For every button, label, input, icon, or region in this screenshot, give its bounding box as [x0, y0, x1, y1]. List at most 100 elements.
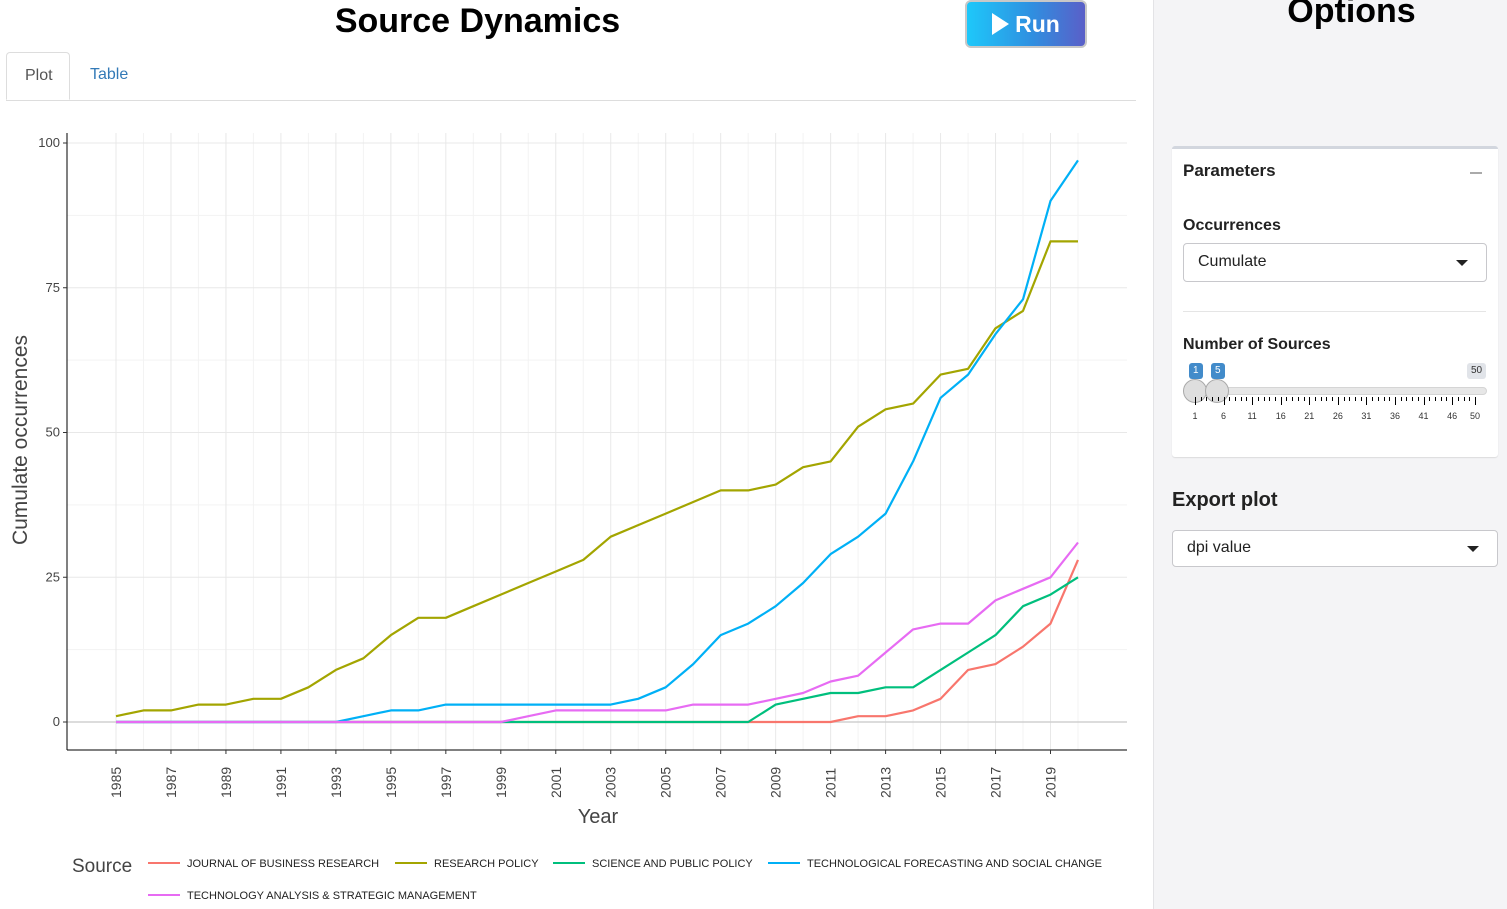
slider-tick [1223, 397, 1225, 405]
x-tick-label: 2005 [658, 767, 674, 798]
legend-label: TECHNOLOGY ANALYSIS & STRATEGIC MANAGEME… [187, 890, 477, 902]
slider-tick [1212, 397, 1214, 401]
legend-label: SCIENCE AND PUBLIC POLICY [592, 858, 753, 870]
slider-tick [1229, 397, 1231, 401]
y-tick-label: 100 [38, 135, 60, 150]
x-tick-label: 1985 [108, 767, 124, 798]
slider-tick [1315, 397, 1316, 401]
occurrences-select[interactable]: Cumulate [1183, 243, 1487, 282]
slider-ticks [1183, 397, 1487, 407]
x-tick-label: 2011 [823, 768, 839, 798]
slider-tick [1240, 397, 1242, 401]
slider-tick [1263, 397, 1265, 401]
run-button[interactable]: Run [965, 0, 1087, 48]
slider-tick [1309, 397, 1311, 405]
slider-tick-label: 41 [1418, 411, 1429, 421]
tab-bar: Plot Table [6, 52, 1136, 101]
slider-from-label: 5 [1211, 363, 1225, 379]
slider-min-label: 1 [1189, 363, 1203, 379]
y-tick-label: 25 [46, 569, 60, 584]
x-tick-label: 2007 [713, 767, 729, 798]
slider-tick-label: 1 [1192, 411, 1198, 421]
chevron-down-icon [1456, 260, 1468, 266]
legend-item: JOURNAL OF BUSINESS RESEARCH [148, 858, 379, 870]
series-line [116, 159, 1079, 724]
x-tick-label: 2019 [1043, 767, 1059, 798]
slider-tick [1377, 397, 1379, 401]
slider-tick [1206, 397, 1208, 401]
collapse-icon[interactable] [1470, 172, 1482, 174]
export-plot-title: Export plot [1172, 489, 1278, 511]
slider-tick [1360, 397, 1362, 401]
y-tick-label: 0 [53, 714, 60, 729]
options-sidebar: Options Parameters Occurrences Cumulate … [1153, 0, 1507, 909]
slider-tick [1389, 397, 1391, 401]
x-tick-label: 1991 [273, 767, 289, 798]
slider-handle-high[interactable] [1205, 379, 1229, 403]
sidebar-title: Options [1287, 0, 1416, 30]
slider-tick-label: 11 [1247, 411, 1257, 421]
slider-tick [1457, 397, 1459, 401]
play-icon [992, 13, 1010, 35]
tab-plot[interactable]: Plot [6, 52, 70, 100]
slider-tick [1417, 397, 1419, 401]
run-button-label: Run [1015, 10, 1060, 37]
legend-title: Source [72, 856, 132, 877]
slider-tick-label: 6 [1221, 411, 1227, 421]
slider-tick [1469, 397, 1471, 401]
occurrences-label: Occurrences [1183, 217, 1281, 234]
slider-tick [1429, 397, 1431, 401]
slider-tick [1475, 397, 1476, 405]
divider [1183, 311, 1486, 312]
slider-tick-label: 46 [1447, 411, 1458, 421]
parameters-title: Parameters [1183, 161, 1276, 180]
slider-tick [1235, 397, 1236, 401]
legend-label: TECHNOLOGICAL FORECASTING AND SOCIAL CHA… [807, 858, 1102, 870]
x-tick-label: 1997 [438, 767, 454, 798]
slider-tick [1195, 397, 1196, 405]
slider-tick [1400, 397, 1402, 401]
slider-tick [1349, 397, 1351, 401]
x-tick-label: 2017 [988, 767, 1004, 798]
dpi-select[interactable]: dpi value [1172, 530, 1498, 567]
slider-tick [1280, 397, 1282, 405]
slider-tick [1326, 397, 1328, 401]
slider-tick-label: 26 [1332, 411, 1343, 421]
slider-tick-label: 16 [1275, 411, 1286, 421]
slider-tick-label: 21 [1304, 411, 1315, 421]
slider-tick [1383, 397, 1385, 401]
y-tick-label: 50 [46, 425, 60, 440]
slider-tick [1366, 397, 1368, 405]
source-dynamics-chart: 0 25 50 75 100 1985 1987 1989 1991 1993 1995 1997 19… [9, 133, 1127, 902]
slider-tick [1217, 397, 1219, 401]
slider-tick [1343, 397, 1345, 401]
tab-table[interactable]: Table [90, 66, 129, 83]
slider-tick-label: 36 [1389, 411, 1401, 421]
legend-item: RESEARCH POLICY [395, 858, 539, 870]
slider-tick [1412, 397, 1414, 401]
number-of-sources-slider[interactable]: 1 5 50 1 6 11 16 21 26 31 36 41 46 50 [1183, 359, 1487, 439]
slider-tick [1452, 397, 1454, 405]
slider-tick [1435, 397, 1436, 401]
slider-tick [1332, 397, 1334, 401]
slider-tick [1446, 397, 1448, 401]
slider-tick [1200, 397, 1202, 401]
occurrences-value: Cumulate [1198, 253, 1267, 270]
slider-tick [1372, 397, 1374, 401]
slider-tick [1303, 397, 1305, 401]
number-of-sources-label: Number of Sources [1183, 336, 1331, 353]
slider-tick-label: 31 [1361, 411, 1372, 421]
slider-tick [1257, 397, 1259, 401]
slider-tick [1355, 397, 1356, 401]
slider-tick [1275, 397, 1276, 401]
slider-tick [1252, 397, 1254, 405]
slider-tick [1297, 397, 1299, 401]
x-tick-label: 1989 [218, 767, 234, 798]
legend-item: TECHNOLOGICAL FORECASTING AND SOCIAL CHA… [768, 858, 1102, 870]
slider-tick [1440, 397, 1442, 401]
y-tick-label: 75 [46, 280, 60, 295]
dpi-value: dpi value [1187, 539, 1252, 556]
x-tick-label: 1993 [328, 767, 344, 798]
series-line [116, 541, 1079, 724]
slider-tick [1286, 397, 1288, 401]
